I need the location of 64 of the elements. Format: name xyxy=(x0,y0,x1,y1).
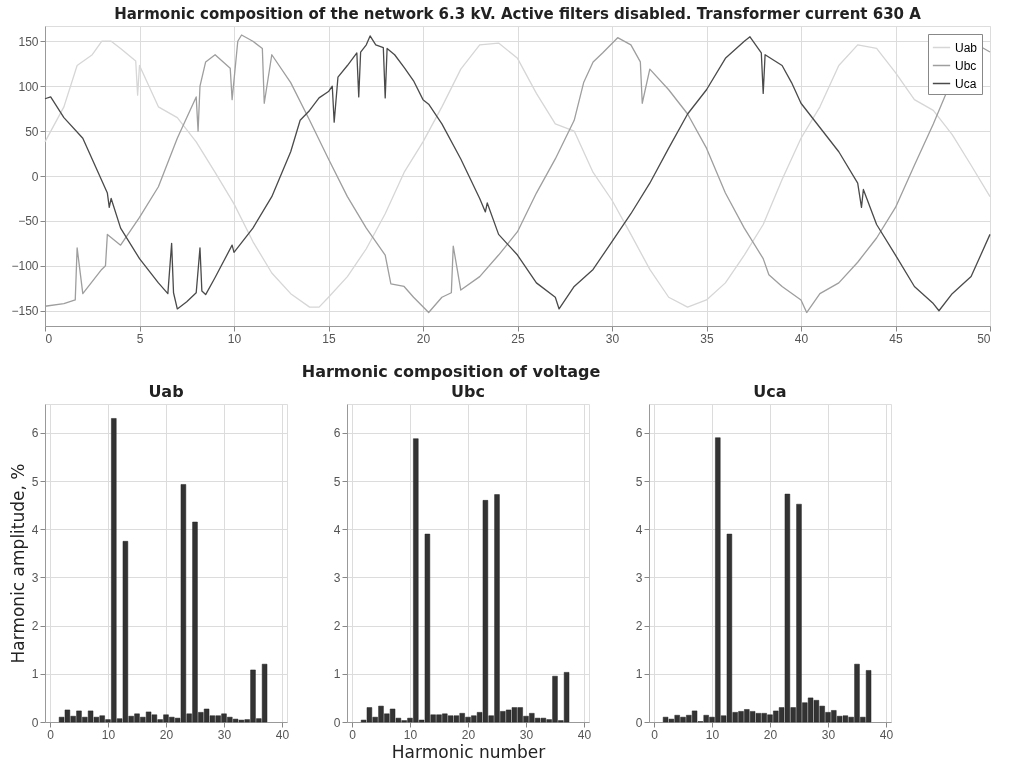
x-tick-label: 20 xyxy=(461,727,476,742)
x-tick-label: 40 xyxy=(794,331,809,346)
text: Harmonic composition of voltage xyxy=(301,361,601,381)
x-tick-label: 25 xyxy=(511,331,525,346)
y-tick-label: 1 xyxy=(333,667,341,682)
x-tick-label: 20 xyxy=(416,331,431,346)
x-tick-label: 30 xyxy=(217,727,232,742)
x-tick-label: 10 xyxy=(705,727,720,742)
y-tick-label: 3 xyxy=(31,570,39,585)
y-tick-label: 150 xyxy=(18,34,39,49)
y-tick-label: 4 xyxy=(333,522,341,537)
x-tick-label: 0 xyxy=(349,727,357,742)
y-tick-label: −100 xyxy=(11,259,39,274)
x-tick-label: 0 xyxy=(45,331,53,346)
y-tick-label: 0 xyxy=(635,715,643,730)
y-tick-label: −50 xyxy=(18,214,39,229)
legend-label: Uab xyxy=(955,40,978,55)
y-tick-label: 1 xyxy=(31,667,39,682)
x-tick-label: 40 xyxy=(577,727,592,742)
x-tick-label: 20 xyxy=(159,727,174,742)
y-tick-label: 6 xyxy=(635,426,643,441)
x-tick-label: 5 xyxy=(136,331,144,346)
x-tick-label: 20 xyxy=(763,727,778,742)
y-tick-label: 4 xyxy=(635,522,643,537)
x-tick-label: 40 xyxy=(275,727,290,742)
y-tick-label: 1 xyxy=(635,667,643,682)
y-tick-label: −150 xyxy=(11,304,39,319)
y-tick-label: 5 xyxy=(333,474,341,489)
x-tick-label: 0 xyxy=(651,727,659,742)
x-tick-label: 15 xyxy=(322,331,336,346)
x-tick-label: 35 xyxy=(700,331,714,346)
x-tick-label: 10 xyxy=(227,331,242,346)
y-axis-title: Harmonic amplitude, % xyxy=(7,463,28,664)
y-tick-label: 0 xyxy=(31,169,39,184)
chart-title: Harmonic composition of the network 6.3 kV. Active filters disabled. Transformer current 630 A xyxy=(114,5,922,23)
y-tick-label: 2 xyxy=(31,619,39,634)
y-tick-label: 2 xyxy=(333,619,341,634)
y-tick-label: 4 xyxy=(31,522,39,537)
x-tick-label: 40 xyxy=(879,727,894,742)
x-tick-label: 30 xyxy=(519,727,534,742)
y-tick-label: 0 xyxy=(333,715,341,730)
x-tick-label: 30 xyxy=(821,727,836,742)
x-tick-label: 10 xyxy=(403,727,418,742)
legend-label: Uca xyxy=(955,76,977,91)
y-tick-label: 0 xyxy=(31,715,39,730)
legend-label: Ubc xyxy=(955,58,977,73)
x-tick-label: 30 xyxy=(605,331,620,346)
y-tick-label: 50 xyxy=(25,124,39,139)
y-tick-label: 3 xyxy=(333,570,341,585)
y-tick-label: 100 xyxy=(18,79,39,94)
y-tick-label: 5 xyxy=(31,474,39,489)
chart-title: Uca xyxy=(753,382,787,401)
chart-title: Uab xyxy=(148,382,184,401)
x-tick-label: 50 xyxy=(977,331,991,346)
x-tick-label: 45 xyxy=(889,331,903,346)
x-tick-label: 0 xyxy=(47,727,55,742)
y-tick-label: 3 xyxy=(635,570,643,585)
y-tick-label: 5 xyxy=(635,474,643,489)
y-tick-label: 6 xyxy=(31,426,39,441)
x-tick-label: 10 xyxy=(101,727,116,742)
x-axis-title: Harmonic number xyxy=(391,741,546,762)
y-tick-label: 2 xyxy=(635,619,643,634)
y-tick-label: 6 xyxy=(333,426,341,441)
chart-title: Ubc xyxy=(451,382,485,401)
